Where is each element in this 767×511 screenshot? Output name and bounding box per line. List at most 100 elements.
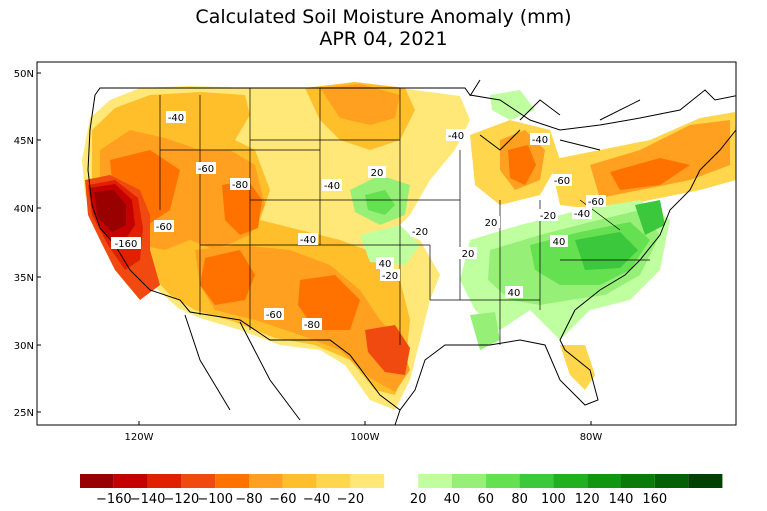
contour-label: -60 <box>552 174 572 187</box>
lon-tick-label: 80W <box>580 432 603 443</box>
lat-axis: 25N 30N 35N 40N 45N 50N <box>14 69 41 419</box>
legend-label: 20 <box>410 492 427 507</box>
legend-label: 140 <box>609 492 634 507</box>
svg-text:-80: -80 <box>232 180 248 191</box>
legend-swatch-dry <box>350 474 385 488</box>
svg-text:-40: -40 <box>168 113 184 124</box>
svg-text:40: 40 <box>508 288 521 299</box>
contour-label: -160 <box>111 237 141 250</box>
svg-text:-40: -40 <box>324 181 340 192</box>
contour-label: -40 <box>322 179 342 192</box>
svg-text:-40: -40 <box>448 131 464 142</box>
dry-field-florida <box>560 345 595 390</box>
svg-text:40: 40 <box>553 237 566 248</box>
contour-label: -40 <box>530 133 550 146</box>
legend-label: −140 <box>130 492 166 507</box>
contour-label: 40 <box>550 235 568 248</box>
contour-label: -60 <box>264 308 284 321</box>
legend-label: 40 <box>444 492 461 507</box>
legend-swatch-wet <box>621 474 655 488</box>
legend-label: 60 <box>478 492 495 507</box>
dry-field-california-core <box>94 190 126 232</box>
svg-text:-60: -60 <box>266 310 282 321</box>
contour-label: 20 <box>459 247 477 260</box>
legend-label: −80 <box>235 492 262 507</box>
contour-labels: -40 -60 -80 -40 -20 20 -20 40 -20 -40 -4… <box>111 111 606 331</box>
svg-text:-40: -40 <box>574 209 590 220</box>
dry-field-north-plains-core <box>320 84 400 125</box>
legend-swatch-wet <box>553 474 588 488</box>
dry-field-new-york <box>610 158 690 190</box>
contour-label: -20 <box>380 269 400 282</box>
svg-text:-60: -60 <box>588 197 604 208</box>
state-borders <box>159 88 650 345</box>
legend-swatch-wet <box>485 474 520 488</box>
lat-tick-label: 25N <box>14 408 34 419</box>
map-outlines <box>87 79 736 425</box>
legend-swatch-wet <box>418 474 452 488</box>
legend-swatch-dry <box>181 474 216 488</box>
legend-swatch-dry <box>316 474 351 488</box>
legend-label: 160 <box>642 492 667 507</box>
legend-swatch-dry <box>147 474 182 488</box>
legend-swatch-dry <box>215 474 249 488</box>
contour-label: 20 <box>482 216 500 229</box>
legend-label: −20 <box>337 492 364 507</box>
legend-swatch-dry <box>282 474 317 488</box>
legend-swatch-wet <box>688 474 723 488</box>
svg-text:-40: -40 <box>532 135 548 146</box>
color-legend: −160−140−120−100 −80 −60 −40 −20 20 40 60 80 100 1… <box>80 474 723 507</box>
dry-field-michigan-core <box>508 145 536 185</box>
legend-swatch-wet <box>519 474 554 488</box>
svg-text:-60: -60 <box>554 176 570 187</box>
contour-label: -60 <box>586 195 606 208</box>
contour-label: -60 <box>196 162 216 175</box>
legend-swatch-wet <box>587 474 621 488</box>
dry-core-texas <box>298 275 360 330</box>
svg-text:-60: -60 <box>156 222 172 233</box>
legend-label: −100 <box>197 492 233 507</box>
contour-label: -20 <box>538 209 558 222</box>
legend-swatch-wet <box>452 474 486 488</box>
contour-label: -40 <box>572 207 592 220</box>
contour-label: -40 <box>446 129 466 142</box>
svg-text:-20: -20 <box>412 227 428 238</box>
svg-text:40: 40 <box>379 259 392 270</box>
lon-tick-label: 100W <box>351 432 380 443</box>
legend-label: −120 <box>164 492 200 507</box>
dry-core-utah <box>222 180 262 235</box>
svg-text:20: 20 <box>485 218 498 229</box>
contour-label: -80 <box>230 178 250 191</box>
svg-text:-80: -80 <box>304 320 320 331</box>
lat-tick-label: 35N <box>14 273 34 284</box>
legend-swatch-dry <box>80 474 114 488</box>
dry-core-arizona <box>200 250 255 305</box>
legend-label: −60 <box>269 492 296 507</box>
contour-label: -40 <box>298 233 318 246</box>
legend-label: −160 <box>96 492 132 507</box>
legend-label: 100 <box>541 492 566 507</box>
legend-swatch-dry <box>249 474 283 488</box>
svg-text:20: 20 <box>371 168 384 179</box>
contour-label: 20 <box>368 166 386 179</box>
us-outline <box>87 87 736 411</box>
svg-text:-20: -20 <box>382 271 398 282</box>
map-title: Calculated Soil Moisture Anomaly (mm) <box>195 6 572 28</box>
legend-label: 80 <box>511 492 528 507</box>
svg-text:-160: -160 <box>115 239 138 250</box>
svg-text:-60: -60 <box>198 164 214 175</box>
wet-field-appalachians-core <box>575 232 638 270</box>
contour-label: 40 <box>376 257 394 270</box>
map-date: APR 04, 2021 <box>319 28 448 50</box>
svg-text:20: 20 <box>462 249 475 260</box>
contour-label: -60 <box>154 220 174 233</box>
map-frame <box>36 61 737 426</box>
wet-field-louisiana <box>470 312 500 350</box>
contour-label: -40 <box>166 111 186 124</box>
legend-swatch-dry <box>113 474 148 488</box>
legend-label: −40 <box>303 492 330 507</box>
contour-label: -20 <box>410 225 430 238</box>
lat-tick-label: 30N <box>14 341 34 352</box>
contour-label: -80 <box>302 318 322 331</box>
